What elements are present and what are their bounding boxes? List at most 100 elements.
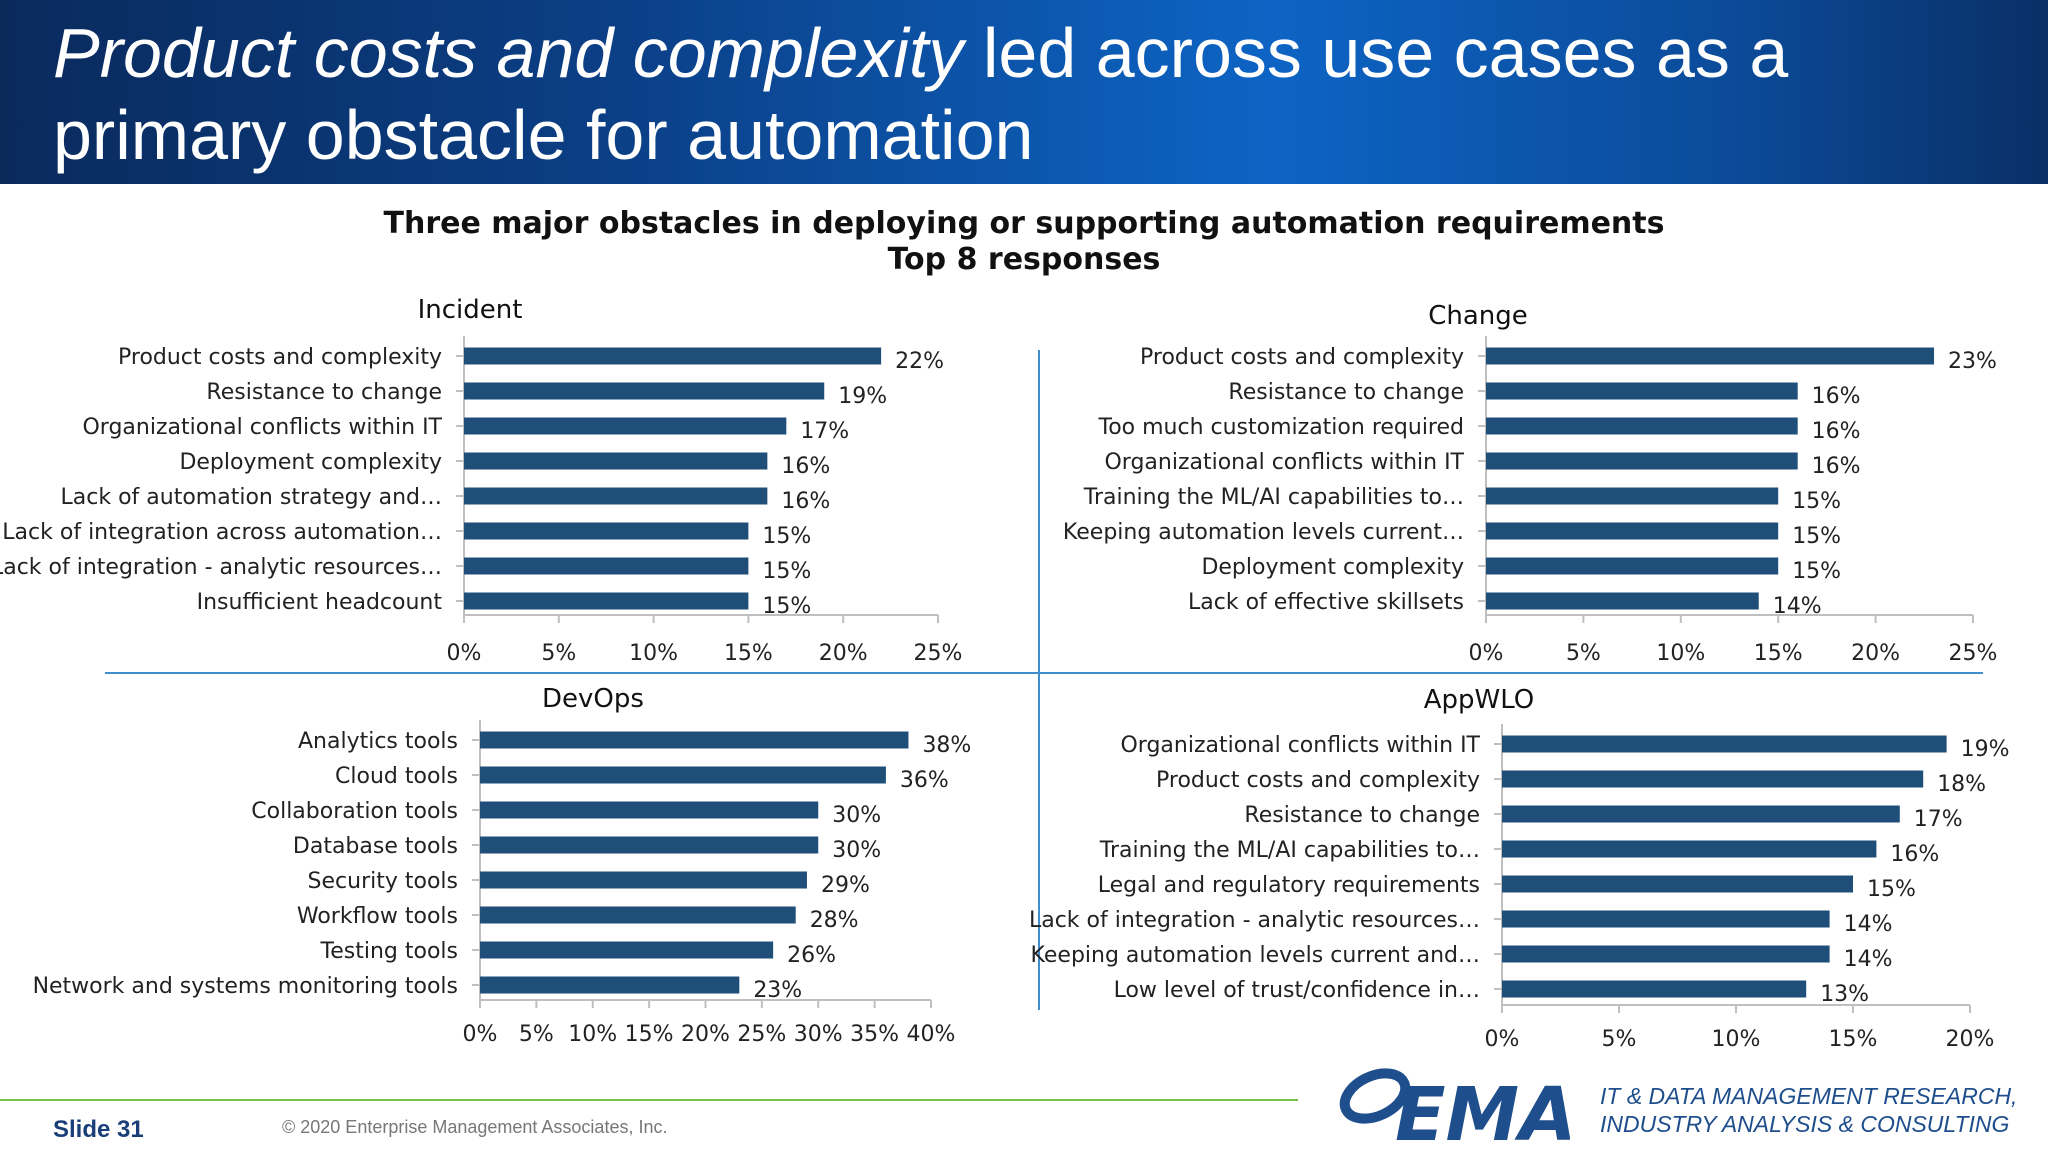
x-tick-label: 20% bbox=[681, 1022, 730, 1047]
x-tick-label: 25% bbox=[914, 641, 963, 666]
bar bbox=[1486, 522, 1779, 540]
data-label: 16% bbox=[781, 454, 830, 479]
data-label: 16% bbox=[781, 489, 830, 514]
category-label: Cloud tools bbox=[335, 764, 458, 789]
data-label: 14% bbox=[1844, 947, 1893, 972]
bar bbox=[480, 766, 886, 784]
bar bbox=[1486, 417, 1798, 435]
x-tick-label: 5% bbox=[519, 1022, 554, 1047]
vertical-separator bbox=[1038, 350, 1040, 1010]
bar bbox=[480, 731, 909, 749]
category-label: Product costs and complexity bbox=[118, 345, 442, 370]
category-label: Network and systems monitoring tools bbox=[33, 974, 458, 999]
data-label: 29% bbox=[821, 873, 870, 898]
bar bbox=[1502, 840, 1877, 858]
category-label: Security tools bbox=[308, 869, 458, 894]
company-tagline: IT & DATA MANAGEMENT RESEARCH, INDUSTRY … bbox=[1600, 1082, 2017, 1138]
bar bbox=[464, 522, 749, 540]
slide-title-rest: led across use cases as a primary obstac… bbox=[53, 14, 1789, 174]
data-label: 19% bbox=[838, 384, 887, 409]
x-tick-label: 0% bbox=[1485, 1027, 1520, 1052]
category-label: Product costs and complexity bbox=[1156, 768, 1480, 793]
bar bbox=[1502, 980, 1807, 998]
data-label: 15% bbox=[1792, 559, 1841, 584]
x-tick-label: 0% bbox=[463, 1022, 498, 1047]
data-label: 14% bbox=[1844, 912, 1893, 937]
data-label: 15% bbox=[1867, 877, 1916, 902]
data-label: 15% bbox=[762, 559, 811, 584]
data-label: 23% bbox=[753, 978, 802, 1003]
x-tick-label: 10% bbox=[1656, 641, 1705, 666]
panel-title: Change bbox=[1428, 301, 1528, 331]
data-label: 22% bbox=[895, 349, 944, 374]
x-tick-label: 15% bbox=[1754, 641, 1803, 666]
data-label: 26% bbox=[787, 943, 836, 968]
slide-title: Product costs and complexity led across … bbox=[53, 12, 1953, 176]
category-label: Organizational conflicts within IT bbox=[1120, 733, 1480, 758]
bar bbox=[1502, 875, 1853, 893]
data-label: 14% bbox=[1773, 594, 1822, 619]
category-label: Lack of integration - analytic resources… bbox=[0, 555, 442, 580]
bar bbox=[1486, 557, 1779, 575]
x-tick-label: 30% bbox=[794, 1022, 843, 1047]
category-label: Product costs and complexity bbox=[1140, 345, 1464, 370]
bar bbox=[464, 592, 749, 610]
bar bbox=[480, 976, 740, 994]
x-tick-label: 20% bbox=[819, 641, 868, 666]
bar bbox=[464, 347, 882, 365]
x-tick-label: 20% bbox=[1851, 641, 1900, 666]
data-label: 13% bbox=[1820, 982, 1869, 1007]
category-label: Organizational conflicts within IT bbox=[82, 415, 442, 440]
category-label: Analytics tools bbox=[298, 729, 458, 754]
x-tick-label: 10% bbox=[568, 1022, 617, 1047]
category-label: Lack of effective skillsets bbox=[1188, 590, 1464, 615]
bar bbox=[480, 906, 796, 924]
category-label: Training the ML/AI capabilities to… bbox=[1099, 838, 1480, 863]
data-label: 17% bbox=[1914, 807, 1963, 832]
x-tick-label: 25% bbox=[737, 1022, 786, 1047]
x-tick-label: 0% bbox=[447, 641, 482, 666]
bar bbox=[1486, 592, 1759, 610]
data-label: 16% bbox=[1812, 384, 1861, 409]
bar bbox=[464, 557, 749, 575]
bar bbox=[1486, 487, 1779, 505]
x-tick-label: 5% bbox=[541, 641, 576, 666]
category-label: Legal and regulatory requirements bbox=[1098, 873, 1480, 898]
category-label: Deployment complexity bbox=[179, 450, 442, 475]
category-label: Workflow tools bbox=[297, 904, 458, 929]
data-label: 18% bbox=[1937, 772, 1986, 797]
logo-text: EMA bbox=[1395, 1072, 1570, 1148]
category-label: Too much customization required bbox=[1098, 415, 1465, 440]
category-label: Insufficient headcount bbox=[197, 590, 443, 615]
category-label: Deployment complexity bbox=[1201, 555, 1464, 580]
horizontal-separator bbox=[105, 672, 1983, 674]
copyright-notice: © 2020 Enterprise Management Associates,… bbox=[282, 1117, 668, 1137]
bar bbox=[1502, 805, 1900, 823]
data-label: 30% bbox=[832, 838, 881, 863]
category-label: Lack of integration across automation… bbox=[2, 520, 442, 545]
x-tick-label: 25% bbox=[1949, 641, 1998, 666]
bar bbox=[1486, 382, 1798, 400]
bar bbox=[1502, 770, 1924, 788]
bar bbox=[464, 417, 787, 435]
bar bbox=[1502, 945, 1830, 963]
data-label: 19% bbox=[1961, 737, 2010, 762]
bar bbox=[1486, 452, 1798, 470]
category-label: Collaboration tools bbox=[251, 799, 458, 824]
x-tick-label: 40% bbox=[907, 1022, 956, 1047]
panel-title: DevOps bbox=[542, 684, 644, 714]
chart-title-line1: Three major obstacles in deploying or su… bbox=[383, 206, 1665, 241]
bar bbox=[1486, 347, 1935, 365]
panel-title: AppWLO bbox=[1424, 685, 1535, 715]
bar bbox=[464, 382, 825, 400]
data-label: 30% bbox=[832, 803, 881, 828]
x-tick-label: 5% bbox=[1602, 1027, 1637, 1052]
bar bbox=[480, 801, 819, 819]
x-tick-label: 0% bbox=[1469, 641, 1504, 666]
bar bbox=[1502, 910, 1830, 928]
data-label: 36% bbox=[900, 768, 949, 793]
x-tick-label: 15% bbox=[625, 1022, 674, 1047]
x-tick-label: 20% bbox=[1946, 1027, 1995, 1052]
x-tick-label: 10% bbox=[629, 641, 678, 666]
